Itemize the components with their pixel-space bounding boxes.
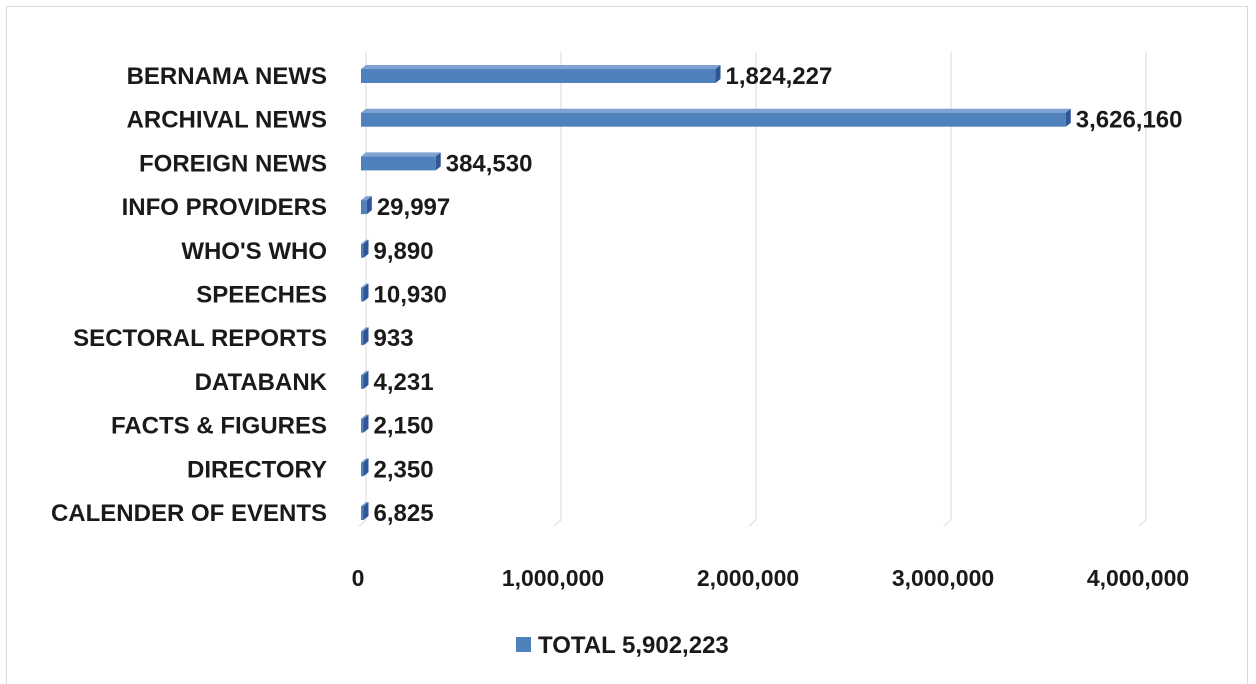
bar [361,458,369,477]
data-labels: 1,824,227 3,626,160 384,530 29,997 9,890 10,9… [374,63,1183,527]
bar-front-face [361,462,364,477]
data-label: 9,890 [374,238,434,265]
bar-top-face [361,370,369,375]
data-label: 1,824,227 [726,63,833,90]
category-label: ARCHIVAL NEWS [127,107,327,134]
category-labels: BERNAMA NEWS ARCHIVAL NEWS FOREIGN NEWS INF… [51,63,328,527]
gridline-floor [943,519,952,527]
bar [361,502,369,520]
bar-top-face [361,283,369,288]
x-tick-label: 1,000,000 [502,565,604,591]
bar-top-face [361,239,369,244]
category-label: DIRECTORY [187,456,327,483]
x-tick-label: 3,000,000 [892,565,994,591]
bar-top-face [361,196,372,201]
gridline-floor [358,519,367,527]
bars [361,65,1071,520]
legend: TOTAL 5,902,223 [516,632,729,659]
chart-border [6,6,1248,684]
data-label: 2,150 [374,413,434,440]
data-label: 2,350 [374,456,434,483]
gridline-floor [748,519,757,527]
data-label: 933 [374,325,414,352]
bar-side-face [363,239,369,258]
bar-top-face [361,152,441,157]
bar-side-face [435,152,441,171]
bar [361,239,369,258]
bar-front-face [361,69,716,83]
bar-side-face [363,283,369,302]
category-label: DATABANK [195,369,328,396]
bar-front-face [361,156,436,171]
bar-front-face [361,506,364,520]
bar-top-face [361,414,369,419]
bar [361,65,721,83]
bar-front-face [361,287,364,302]
bar-front-face [361,331,364,346]
bar-top-face [361,65,721,69]
x-tick-label: 2,000,000 [697,565,799,591]
category-label: BERNAMA NEWS [127,63,327,90]
bar [361,370,369,389]
bar [361,327,369,346]
category-label: SECTORAL REPORTS [73,325,327,352]
bar-side-face [1065,108,1071,127]
bar-top-face [361,327,369,332]
category-label: FACTS & FIGURES [111,413,327,440]
bar-front-face [361,200,367,215]
data-label: 6,825 [374,500,434,527]
category-label: FOREIGN NEWS [139,150,327,177]
gridline-floor [553,519,562,527]
bar-side-face [363,327,369,346]
bar [361,414,369,433]
bar [361,108,1071,127]
data-label: 4,231 [374,369,434,396]
x-tick-label: 0 [352,565,365,591]
bar-front-face [361,418,364,433]
bar-front-face [361,374,364,389]
category-label: WHO'S WHO [181,238,327,265]
x-tick-label: 4,000,000 [1087,565,1189,591]
bar [361,152,441,171]
bar-top-face [361,458,369,463]
category-label: CALENDER OF EVENTS [51,500,327,527]
gridline-floor [1138,519,1147,527]
bar-front-face [361,112,1066,127]
bar-top-face [361,502,369,506]
legend-label: TOTAL 5,902,223 [538,632,729,659]
bar-front-face [361,243,364,258]
bar-side-face [363,502,369,520]
data-label: 29,997 [377,194,450,221]
x-axis-tick-labels: 0 1,000,000 2,000,000 3,000,000 4,000,000 [352,565,1190,591]
data-label: 3,626,160 [1076,107,1183,134]
bar-side-face [363,414,369,433]
legend-swatch [516,637,531,652]
data-label: 10,930 [374,282,447,309]
bar [361,283,369,302]
bar-side-face [366,196,372,215]
bar-top-face [361,108,1071,113]
bar-side-face [715,65,721,83]
gridlines [358,52,1147,527]
bar [361,196,372,215]
bar-side-face [363,370,369,389]
category-label: INFO PROVIDERS [122,194,327,221]
category-label: SPEECHES [196,282,327,309]
data-label: 384,530 [446,150,533,177]
bar-side-face [363,458,369,477]
